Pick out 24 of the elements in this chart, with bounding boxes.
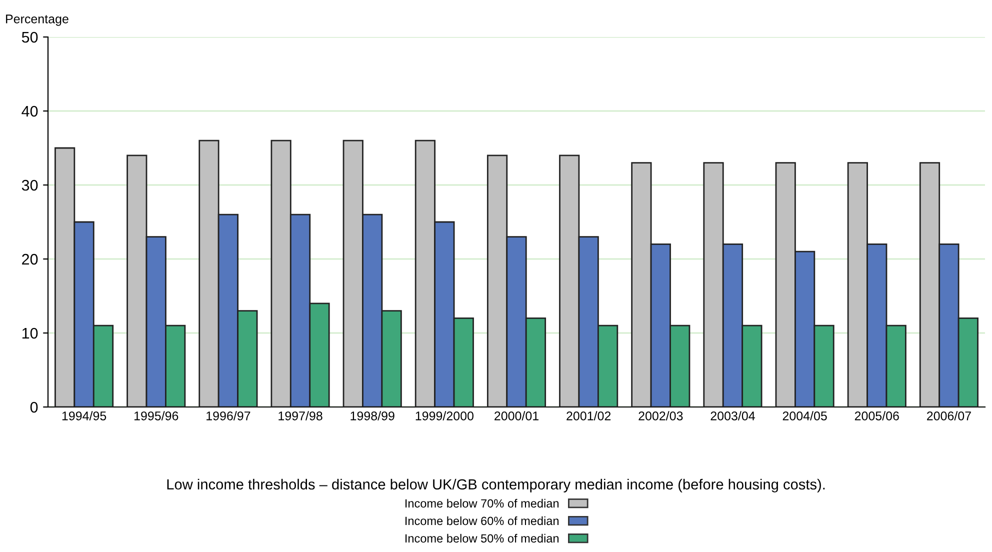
y-tick-label: 50 xyxy=(22,32,38,43)
x-tick-label: 2005/06 xyxy=(854,411,899,420)
x-tick-label: 2006/07 xyxy=(927,411,971,420)
x-tick-label: 1999/2000 xyxy=(416,411,474,420)
x-tick-label: 2000/01 xyxy=(494,411,538,420)
x-tick-label: 2001/02 xyxy=(566,411,611,420)
x-tick-label: 2003/04 xyxy=(710,411,755,420)
y-tick-label: 10 xyxy=(22,328,38,339)
y-tick-label: 40 xyxy=(22,106,38,117)
legend-label: Income below 50% of median xyxy=(405,534,559,543)
legend-label: Income below 70% of median xyxy=(405,498,559,508)
y-tick-label: 30 xyxy=(22,180,38,191)
x-tick-label: 2002/03 xyxy=(638,411,683,420)
x-tick-label: 1996/97 xyxy=(206,411,250,420)
x-tick-label: 1998/99 xyxy=(350,411,394,420)
y-axis-title: Percentage xyxy=(6,14,68,26)
y-tick-label: 20 xyxy=(22,254,38,265)
x-tick-label: 1994/95 xyxy=(62,411,106,420)
legend-title: Low income thresholds – distance below UK/GB contemporary median income (before housing costs). xyxy=(167,478,825,492)
x-tick-label: 1997/98 xyxy=(278,411,322,420)
x-tick-label: 2004/05 xyxy=(782,411,827,420)
x-tick-label: 1995/96 xyxy=(134,411,178,420)
legend-label: Income below 60% of median xyxy=(405,516,559,526)
y-tick-label: 0 xyxy=(30,402,38,413)
